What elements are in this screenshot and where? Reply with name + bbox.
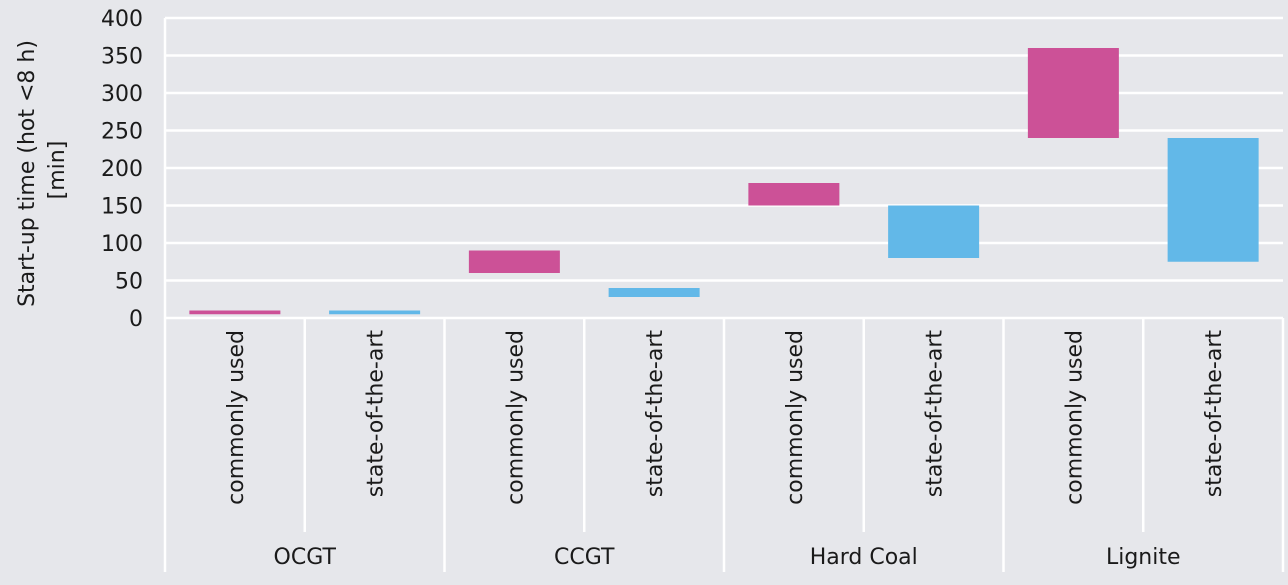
- bar-ccgt-commonly-used: [468, 250, 560, 273]
- group-labels: OCGT CCGT Hard Coal Lignite: [274, 545, 1181, 570]
- y-tick-label: 200: [101, 157, 143, 182]
- y-tick-label: 400: [101, 7, 143, 32]
- bar-ocgt-state-of-the-art: [329, 310, 421, 315]
- category-label: commonly used: [503, 330, 528, 505]
- bar-lignite-commonly-used: [1027, 48, 1119, 138]
- y-axis-title-line-2: [min]: [45, 141, 70, 200]
- category-label: state-of-the-art: [364, 330, 389, 498]
- y-axis-title: Start-up time (hot <8 h) [min]: [15, 33, 70, 307]
- category-label: state-of-the-art: [1202, 330, 1227, 498]
- group-label: CCGT: [554, 545, 615, 570]
- y-tick-label: 150: [101, 195, 143, 220]
- category-label: commonly used: [1062, 330, 1087, 505]
- axes: [163, 18, 1285, 572]
- category-label: state-of-the-art: [643, 330, 668, 498]
- category-label: commonly used: [783, 330, 808, 505]
- y-tick-label: 0: [129, 307, 143, 332]
- y-tick-label: 300: [101, 82, 143, 107]
- category-label: commonly used: [224, 330, 249, 505]
- y-tick-label: 100: [101, 232, 143, 257]
- bar-hard-coal-state-of-the-art: [888, 205, 980, 258]
- y-tick-labels: 0 50 100 150 200 250 300 350 400: [101, 7, 143, 332]
- group-label: Lignite: [1106, 545, 1181, 570]
- category-label: state-of-the-art: [923, 330, 948, 498]
- bars: [189, 48, 1259, 315]
- y-axis-title-line-1: Start-up time (hot <8 h): [15, 40, 40, 307]
- bar-ocgt-commonly-used: [189, 310, 281, 315]
- gridlines: [165, 16, 1283, 320]
- bar-lignite-state-of-the-art: [1167, 138, 1259, 262]
- category-labels: commonly used state-of-the-art commonly us…: [224, 330, 1227, 505]
- y-tick-label: 50: [115, 270, 143, 295]
- bar-ccgt-state-of-the-art: [608, 288, 700, 297]
- y-tick-label: 350: [101, 45, 143, 70]
- group-label: OCGT: [274, 545, 337, 570]
- y-tick-label: 250: [101, 120, 143, 145]
- bar-hard-coal-commonly-used: [748, 183, 840, 206]
- group-label: Hard Coal: [810, 545, 918, 570]
